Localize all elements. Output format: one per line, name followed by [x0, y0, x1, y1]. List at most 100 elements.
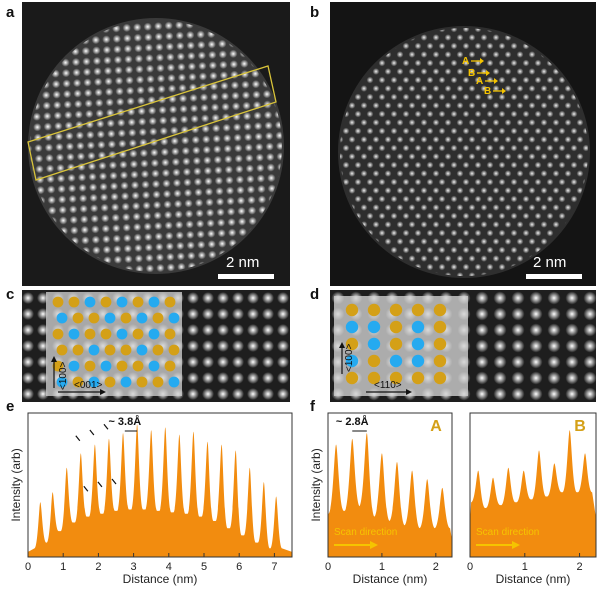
atom-column	[480, 119, 488, 126]
atom-column	[444, 119, 452, 126]
atom-column	[130, 170, 139, 179]
atom-column	[140, 159, 149, 168]
atom-column	[163, 210, 173, 220]
atom-column	[558, 76, 566, 84]
atom-column	[93, 67, 102, 76]
atom-column	[462, 93, 470, 101]
atom-column	[33, 122, 42, 132]
atom-column	[227, 228, 237, 237]
atom-column	[498, 212, 506, 220]
atom-column	[133, 23, 142, 32]
atom-column	[468, 102, 476, 109]
atom-column	[438, 144, 446, 152]
atom-column	[143, 22, 152, 31]
atom-column	[438, 263, 446, 271]
atom-column	[510, 42, 518, 50]
atom-column	[69, 205, 78, 214]
atom-column	[384, 238, 392, 245]
atom-column	[173, 199, 183, 209]
atom-column	[402, 161, 410, 169]
atom-column	[163, 200, 172, 209]
atom-column	[206, 229, 216, 238]
atom-column	[438, 110, 446, 118]
atom-column	[236, 185, 245, 195]
atom-column	[450, 178, 458, 186]
atom-column	[558, 144, 566, 152]
atom-column	[22, 388, 34, 400]
atom-column	[80, 215, 89, 224]
atom-column	[534, 127, 542, 135]
atom-column	[114, 76, 124, 86]
atom-column	[444, 153, 452, 160]
atom-column	[408, 255, 416, 262]
atom-column	[113, 55, 123, 65]
atom-column	[196, 230, 205, 239]
atom-column	[583, 307, 596, 321]
atom-column	[195, 209, 204, 218]
atom-column	[402, 246, 410, 254]
atom-column	[438, 42, 446, 50]
atom-column	[202, 135, 211, 144]
atom-column	[432, 136, 440, 143]
atom-column	[408, 119, 416, 126]
atom-cyan	[345, 354, 359, 368]
atom-column	[372, 119, 380, 126]
atom-column	[444, 102, 452, 109]
atom-column	[156, 63, 165, 73]
atom-column	[138, 127, 147, 137]
atom-column	[366, 161, 374, 169]
atom-column	[176, 241, 185, 251]
atom-column	[547, 323, 561, 337]
atom-column	[438, 93, 446, 101]
atom-column	[540, 221, 548, 228]
atom-column	[565, 291, 579, 305]
atom-column	[115, 87, 124, 96]
atom-column	[432, 170, 440, 177]
atom-column	[396, 85, 404, 92]
atom-column	[146, 85, 156, 94]
atom-column	[85, 109, 94, 119]
atom-column	[583, 355, 596, 369]
atom-column	[474, 76, 482, 84]
atom-column	[522, 76, 530, 84]
chart-f-a-axes-frame	[327, 412, 453, 558]
panel-label-d: d	[310, 286, 320, 303]
atom-column	[120, 181, 129, 190]
atom-column	[426, 110, 434, 118]
atom-column	[462, 28, 470, 33]
atom-column	[528, 204, 536, 211]
atom-column	[420, 119, 428, 126]
atom-column	[87, 151, 96, 161]
atom-column	[232, 388, 244, 400]
atom-column	[225, 176, 234, 185]
atom-column	[564, 204, 572, 211]
chart-e-tick-label: 7	[271, 561, 277, 573]
atom-column	[474, 42, 482, 50]
atom-column	[199, 93, 209, 102]
atom-column	[111, 213, 120, 222]
atom-column	[43, 111, 52, 121]
atom-column	[154, 232, 163, 241]
atom-column	[474, 127, 482, 135]
atom-column	[534, 110, 542, 118]
atom-column	[468, 255, 476, 262]
atom-column	[66, 152, 75, 162]
atom-column	[86, 141, 96, 150]
atom-column	[197, 51, 207, 60]
atom-column	[366, 144, 374, 152]
atom-column	[432, 238, 440, 245]
atom-column	[565, 355, 579, 369]
atom-column	[277, 388, 289, 400]
atom-column	[194, 188, 203, 197]
atom-column	[450, 59, 458, 67]
atom-column	[396, 68, 404, 75]
atom-column	[493, 387, 507, 401]
atom-column	[206, 219, 215, 228]
atom-column	[432, 85, 440, 92]
atom-column	[217, 388, 229, 400]
atom-column	[56, 174, 66, 183]
atom-column	[444, 255, 452, 262]
atom-column	[254, 132, 263, 141]
atom-column	[547, 355, 561, 369]
atom-column	[182, 167, 192, 177]
